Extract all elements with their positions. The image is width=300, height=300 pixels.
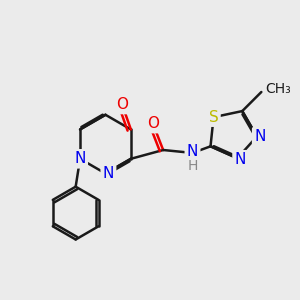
Text: O: O (116, 97, 128, 112)
Text: S: S (209, 110, 218, 125)
Text: O: O (147, 116, 159, 131)
Text: H: H (187, 159, 198, 173)
Text: N: N (103, 166, 114, 181)
Text: N: N (254, 129, 266, 144)
Text: N: N (235, 152, 246, 167)
Text: CH₃: CH₃ (266, 82, 292, 96)
Text: N: N (187, 144, 198, 159)
Text: N: N (74, 151, 86, 166)
